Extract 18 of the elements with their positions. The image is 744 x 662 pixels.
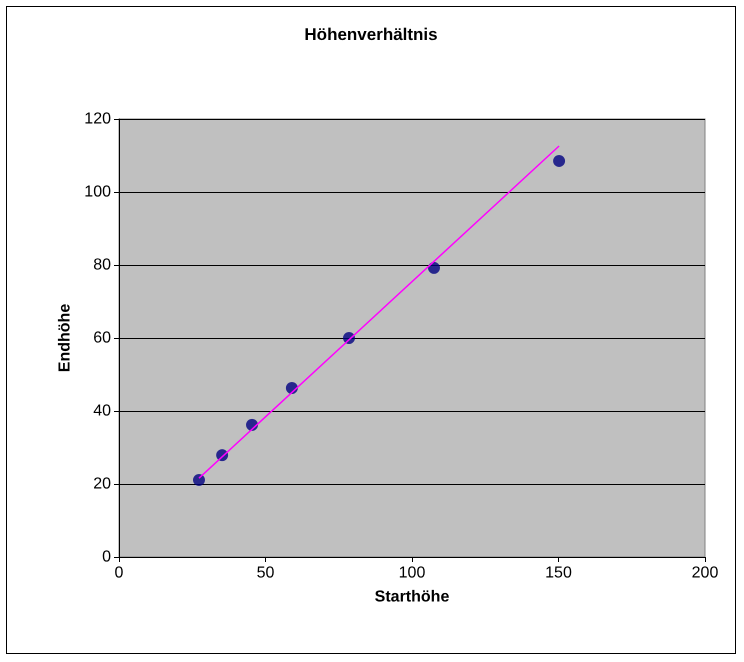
- x-tick-label: 150: [545, 564, 572, 582]
- point: [193, 474, 205, 486]
- x-tick-label: 100: [398, 564, 426, 582]
- y-tick-label: 0: [102, 548, 112, 566]
- x-axis-title: Starthöhe: [374, 588, 450, 606]
- point: [428, 262, 440, 274]
- point: [553, 154, 566, 167]
- x-tick-label: 200: [692, 564, 718, 582]
- y-tick-label: 40: [93, 402, 112, 420]
- y-axis-title: Endhöhe: [56, 304, 74, 372]
- y-tick-label: 80: [93, 256, 112, 274]
- x-tick-label: 50: [256, 564, 274, 582]
- chart-title: Höhenverhältnis: [304, 25, 438, 44]
- y-tick-label: 60: [93, 330, 112, 346]
- x-tick-label: 0: [114, 564, 124, 582]
- y-tick-label: 20: [93, 476, 112, 492]
- y-tick-label: 120: [84, 110, 112, 128]
- y-tick-label: 100: [84, 184, 112, 200]
